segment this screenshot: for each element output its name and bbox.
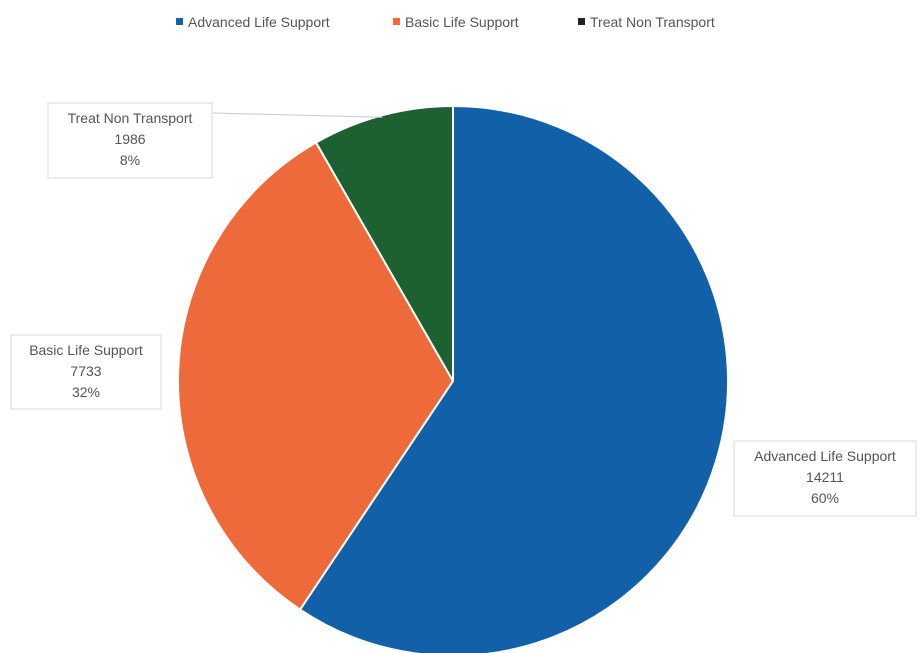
pie-slice-treat-non-transport	[315, 105, 454, 382]
data-label-category: Treat Non Transport	[68, 110, 193, 126]
legend-swatch-treat-non-transport	[578, 18, 585, 25]
legend-item-treat-non-transport: Treat Non Transport	[578, 14, 715, 30]
legend-item-basic-life-support: Basic Life Support	[393, 14, 519, 30]
legend-swatch-basic-life-support	[393, 18, 400, 25]
pie-slice-basic-life-support	[177, 141, 454, 611]
data-label-box	[47, 102, 213, 179]
data-label-percent: 32%	[72, 384, 100, 400]
legend-label-treat-non-transport: Treat Non Transport	[590, 14, 715, 30]
data-labels: Advanced Life Support 14211 60% Basic Life …	[10, 102, 917, 517]
data-label-category: Advanced Life Support	[754, 448, 896, 464]
data-label-value: 14211	[806, 469, 844, 485]
legend-label-basic-life-support: Basic Life Support	[405, 14, 519, 30]
data-label-treat-non-transport: Treat Non Transport 1986 8%	[47, 102, 213, 179]
data-label-advanced-life-support: Advanced Life Support 14211 60%	[733, 440, 917, 517]
pie-slices	[177, 105, 729, 653]
legend-label-advanced-life-support: Advanced Life Support	[188, 14, 330, 30]
data-label-percent: 8%	[120, 152, 140, 168]
data-label-percent: 60%	[811, 490, 839, 506]
data-label-box	[733, 440, 917, 517]
data-label-box	[10, 334, 162, 410]
chart-legend: Advanced Life Support Basic Life Support T…	[176, 14, 715, 30]
data-label-value: 7733	[70, 363, 101, 379]
legend-swatch-advanced-life-support	[176, 18, 183, 25]
leader-line-treat-non-transport	[211, 112, 383, 118]
label-leader-lines	[211, 112, 383, 118]
legend-item-advanced-life-support: Advanced Life Support	[176, 14, 330, 30]
data-label-basic-life-support: Basic Life Support 7733 32%	[10, 334, 162, 410]
pie-slice-advanced-life-support	[299, 105, 729, 653]
data-label-category: Basic Life Support	[29, 342, 143, 358]
data-label-value: 1986	[114, 131, 145, 147]
